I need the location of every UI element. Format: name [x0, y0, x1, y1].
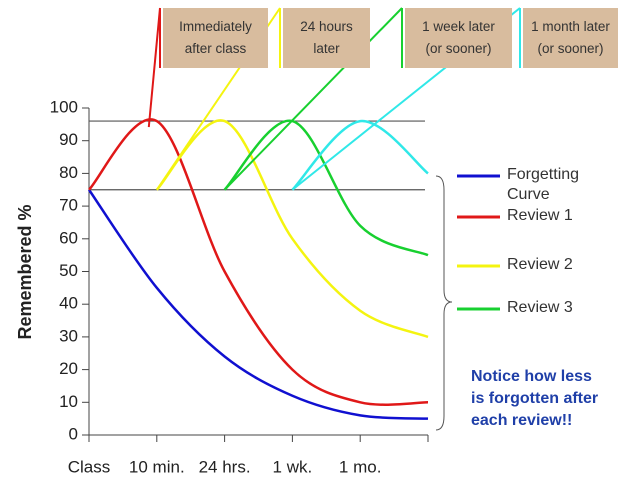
annotation-line: Notice how less [471, 368, 592, 385]
y-tick-label: 50 [59, 261, 78, 280]
callout-text: 24 hours [300, 19, 353, 34]
series-line [87, 189, 429, 420]
legend-label: Forgetting Curve [507, 166, 580, 203]
y-tick-label: 20 [59, 359, 78, 378]
y-tick-label: 100 [50, 97, 78, 116]
series-line [223, 119, 429, 257]
y-tick-label: 90 [59, 130, 78, 149]
callout-text: after class [184, 41, 247, 56]
legend-label: Review 1 [507, 207, 573, 224]
y-axis-label: Remembered % [15, 204, 35, 339]
y-tick-label: 40 [59, 294, 78, 313]
callout-text: (or sooner) [537, 41, 604, 56]
series-line [88, 118, 429, 406]
y-tick-label: 0 [69, 424, 78, 443]
connector [223, 7, 403, 191]
callout-box: Immediately after class [163, 8, 268, 68]
y-tick-label: 10 [59, 392, 78, 411]
y-tick-label: 80 [59, 163, 78, 182]
legend-label: Review 2 [507, 256, 573, 273]
x-tick-label: 1 wk. [273, 457, 313, 476]
x-tick-label: 24 hrs. [199, 457, 251, 476]
series-line [155, 119, 429, 339]
callout-text: 1 month later [531, 19, 610, 34]
x-tick-label: Class [68, 457, 111, 476]
callout-box: 24 hours later [283, 8, 370, 68]
callout-text: 1 week later [422, 19, 495, 34]
y-tick-label: 60 [59, 228, 78, 247]
annotation: Notice how less is forgotten after each re… [471, 366, 621, 432]
brace [435, 175, 453, 431]
series-line [291, 119, 429, 191]
legend-label: Review 3 [507, 299, 573, 316]
callout-box: 1 week later (or sooner) [405, 8, 512, 68]
y-tick-label: 70 [59, 196, 78, 215]
callout-text: Immediately [179, 19, 252, 34]
annotation-line: is forgotten after [471, 390, 599, 407]
x-tick-label: 1 mo. [339, 457, 382, 476]
x-tick-label: 10 min. [129, 457, 185, 476]
connector [147, 7, 161, 128]
callout-text: later [313, 41, 340, 56]
annotation-line: each review!! [471, 412, 573, 429]
callout-box: 1 month later (or sooner) [523, 8, 618, 68]
callout-text: (or sooner) [425, 41, 492, 56]
y-tick-label: 30 [59, 326, 78, 345]
